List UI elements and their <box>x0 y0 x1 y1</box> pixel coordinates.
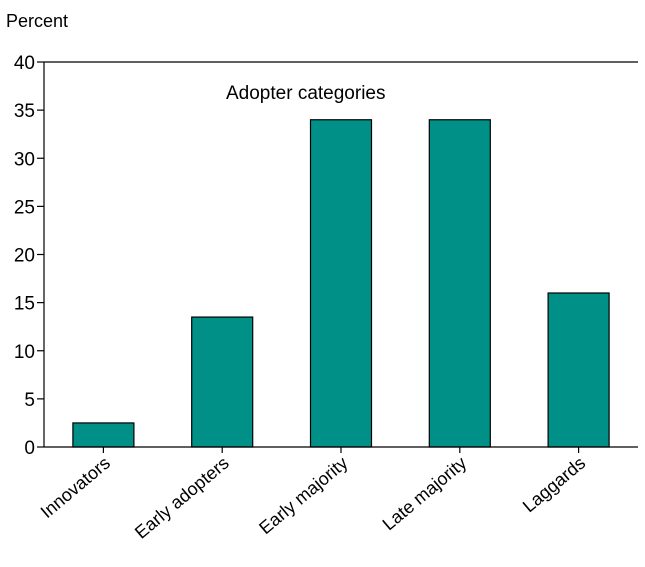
y-tick-label-25: 25 <box>14 197 35 218</box>
y-tick-label-5: 5 <box>24 390 35 411</box>
bar-innovators <box>72 422 135 448</box>
bars <box>72 119 610 448</box>
y-tick-label-35: 35 <box>14 101 35 122</box>
x-label-early-majority: Early majority <box>255 453 351 538</box>
chart-annotation: Adopter categories <box>226 83 386 104</box>
y-tick-label-10: 10 <box>14 342 35 363</box>
y-tick-label-0: 0 <box>24 438 35 459</box>
bar-early-majority <box>309 119 373 448</box>
x-label-early-adopters: Early adopters <box>131 453 233 543</box>
bar-late-majority <box>428 119 491 448</box>
x-label-laggards: Laggards <box>519 453 589 517</box>
y-tick-label-30: 30 <box>14 149 35 170</box>
bar-early-adopters <box>191 316 254 448</box>
y-tick-label-20: 20 <box>14 246 35 267</box>
x-axis-labels: Innovators Early adopters Early majority La… <box>37 447 589 543</box>
y-axis-label: Percent <box>6 11 68 31</box>
y-tick-label-40: 40 <box>14 53 35 74</box>
y-axis-ticks: 0 5 10 15 20 25 30 35 40 <box>14 53 44 459</box>
plot-frame <box>43 61 638 448</box>
x-label-innovators: Innovators <box>37 453 114 522</box>
x-label-late-majority: Late majority <box>379 453 471 535</box>
y-tick-label-15: 15 <box>14 294 35 315</box>
bar-laggards <box>547 292 610 448</box>
